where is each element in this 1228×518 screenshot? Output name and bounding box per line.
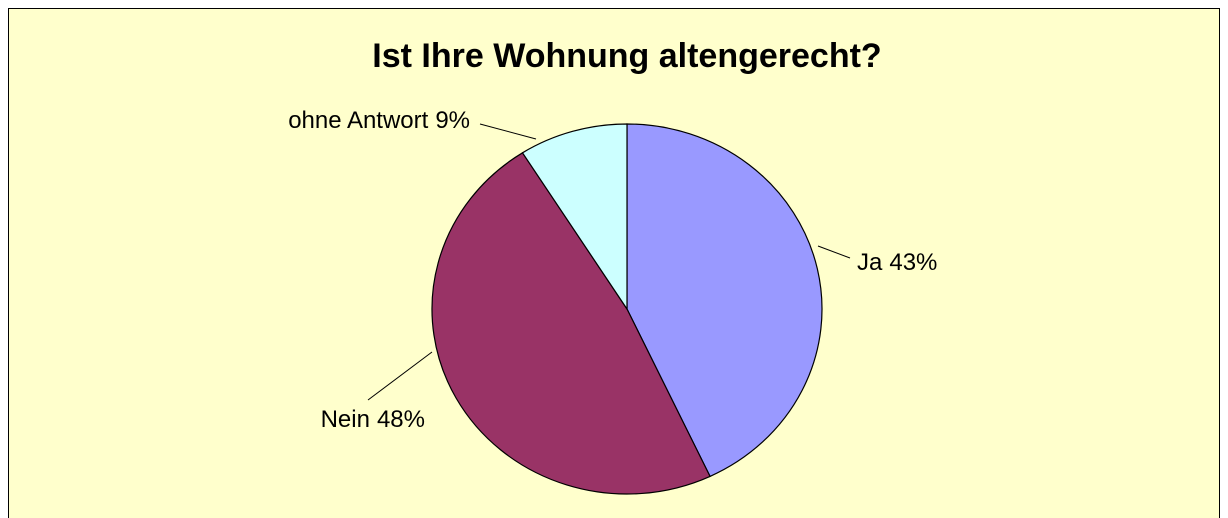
pie-slice <box>626 123 823 478</box>
slice-label: ohne Antwort 9% <box>288 107 470 134</box>
pie-slice <box>431 151 711 495</box>
leader-line <box>367 351 433 401</box>
slice-category: ohne Antwort <box>288 107 428 134</box>
slice-category: Ja <box>857 249 883 276</box>
slice-value-label: 43% <box>889 249 937 276</box>
slice-value-label: 9% <box>435 107 470 134</box>
slice-category: Nein <box>321 406 370 433</box>
leader-line <box>817 245 851 259</box>
leader-line <box>479 123 537 140</box>
slice-value-label: 48% <box>377 406 425 433</box>
pie-slice <box>521 123 628 311</box>
chart-title: Ist Ihre Wohnung altengerecht? <box>372 37 881 75</box>
slice-label: Nein 48% <box>321 406 425 433</box>
slice-label: Ja 43% <box>857 249 937 276</box>
